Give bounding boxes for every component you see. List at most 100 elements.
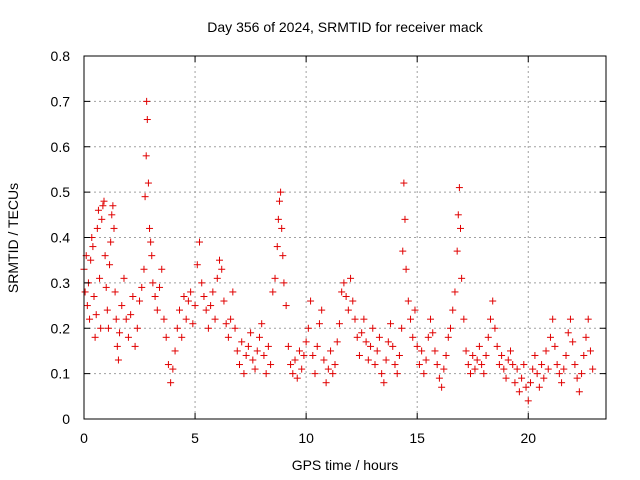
data-point <box>324 365 332 373</box>
data-point <box>378 370 386 378</box>
data-point <box>307 297 315 305</box>
chart-title: Day 356 of 2024, SRMTID for receiver mac… <box>207 19 483 35</box>
data-point <box>144 179 152 187</box>
data-point <box>238 338 246 346</box>
data-point <box>298 365 306 373</box>
data-point <box>213 274 221 282</box>
data-point <box>369 324 377 332</box>
data-point <box>364 356 372 364</box>
y-tick-label: 0 <box>62 411 70 427</box>
data-point <box>522 383 530 391</box>
data-points <box>80 97 597 405</box>
data-point <box>531 351 539 359</box>
data-point <box>141 193 149 201</box>
data-point <box>520 361 528 369</box>
data-point <box>355 351 363 359</box>
data-point <box>133 324 141 332</box>
data-point <box>211 315 219 323</box>
data-point <box>380 379 388 387</box>
data-point <box>444 333 452 341</box>
data-point <box>458 274 466 282</box>
data-point <box>156 283 164 291</box>
data-point <box>344 306 352 314</box>
data-point <box>486 315 494 323</box>
y-tick-label: 0.6 <box>51 139 71 155</box>
x-tick-label: 15 <box>409 430 425 446</box>
data-point <box>279 252 287 260</box>
data-point <box>99 202 107 210</box>
data-point <box>555 370 563 378</box>
data-point <box>447 324 455 332</box>
data-point <box>108 211 116 219</box>
data-point <box>87 256 95 264</box>
data-point <box>100 197 108 205</box>
data-point <box>287 361 295 369</box>
data-point <box>401 215 409 223</box>
data-point <box>171 347 179 355</box>
y-axis-label: SRMTID / TECUs <box>5 183 21 293</box>
data-point <box>393 370 401 378</box>
data-point <box>367 342 375 350</box>
data-point <box>153 306 161 314</box>
data-point <box>127 311 135 319</box>
data-point <box>564 329 572 337</box>
data-point <box>482 351 490 359</box>
data-point <box>107 238 115 246</box>
data-point <box>202 306 210 314</box>
data-point <box>331 361 339 369</box>
data-point <box>89 243 97 251</box>
data-point <box>442 351 450 359</box>
data-point <box>118 302 126 310</box>
data-point <box>98 215 106 223</box>
data-point <box>360 315 368 323</box>
data-point <box>515 388 523 396</box>
data-point <box>504 356 512 364</box>
data-point <box>209 288 217 296</box>
data-point <box>129 292 137 300</box>
data-point <box>255 333 263 341</box>
data-point <box>454 211 462 219</box>
data-point <box>120 274 128 282</box>
data-point <box>500 365 508 373</box>
data-point <box>111 288 119 296</box>
data-point <box>235 361 243 369</box>
data-point <box>86 315 94 323</box>
data-point <box>584 315 592 323</box>
data-point <box>187 288 195 296</box>
data-point <box>407 315 415 323</box>
data-point <box>438 383 446 391</box>
y-tick-label: 0.4 <box>51 230 71 246</box>
data-point <box>138 283 146 291</box>
data-point <box>402 265 410 273</box>
data-point <box>371 361 379 369</box>
data-point <box>478 361 486 369</box>
data-point <box>526 379 534 387</box>
data-point <box>114 356 122 364</box>
data-point <box>227 315 235 323</box>
data-point <box>506 347 514 355</box>
data-point <box>420 370 428 378</box>
data-point <box>571 361 579 369</box>
data-point <box>313 342 321 350</box>
data-point <box>471 365 479 373</box>
data-point <box>81 288 89 296</box>
data-point <box>586 347 594 355</box>
data-point <box>424 333 432 341</box>
data-point <box>169 365 177 373</box>
data-point <box>284 342 292 350</box>
data-point <box>549 315 557 323</box>
data-point <box>413 342 421 350</box>
data-point <box>97 324 105 332</box>
data-point <box>262 370 270 378</box>
data-point <box>415 361 423 369</box>
data-point <box>409 333 417 341</box>
data-point <box>429 329 437 337</box>
data-point <box>540 374 548 382</box>
data-point <box>389 342 397 350</box>
data-point <box>291 356 299 364</box>
data-point <box>167 379 175 387</box>
data-point <box>247 329 255 337</box>
data-point <box>109 202 117 210</box>
data-point <box>191 302 199 310</box>
data-point <box>198 279 206 287</box>
